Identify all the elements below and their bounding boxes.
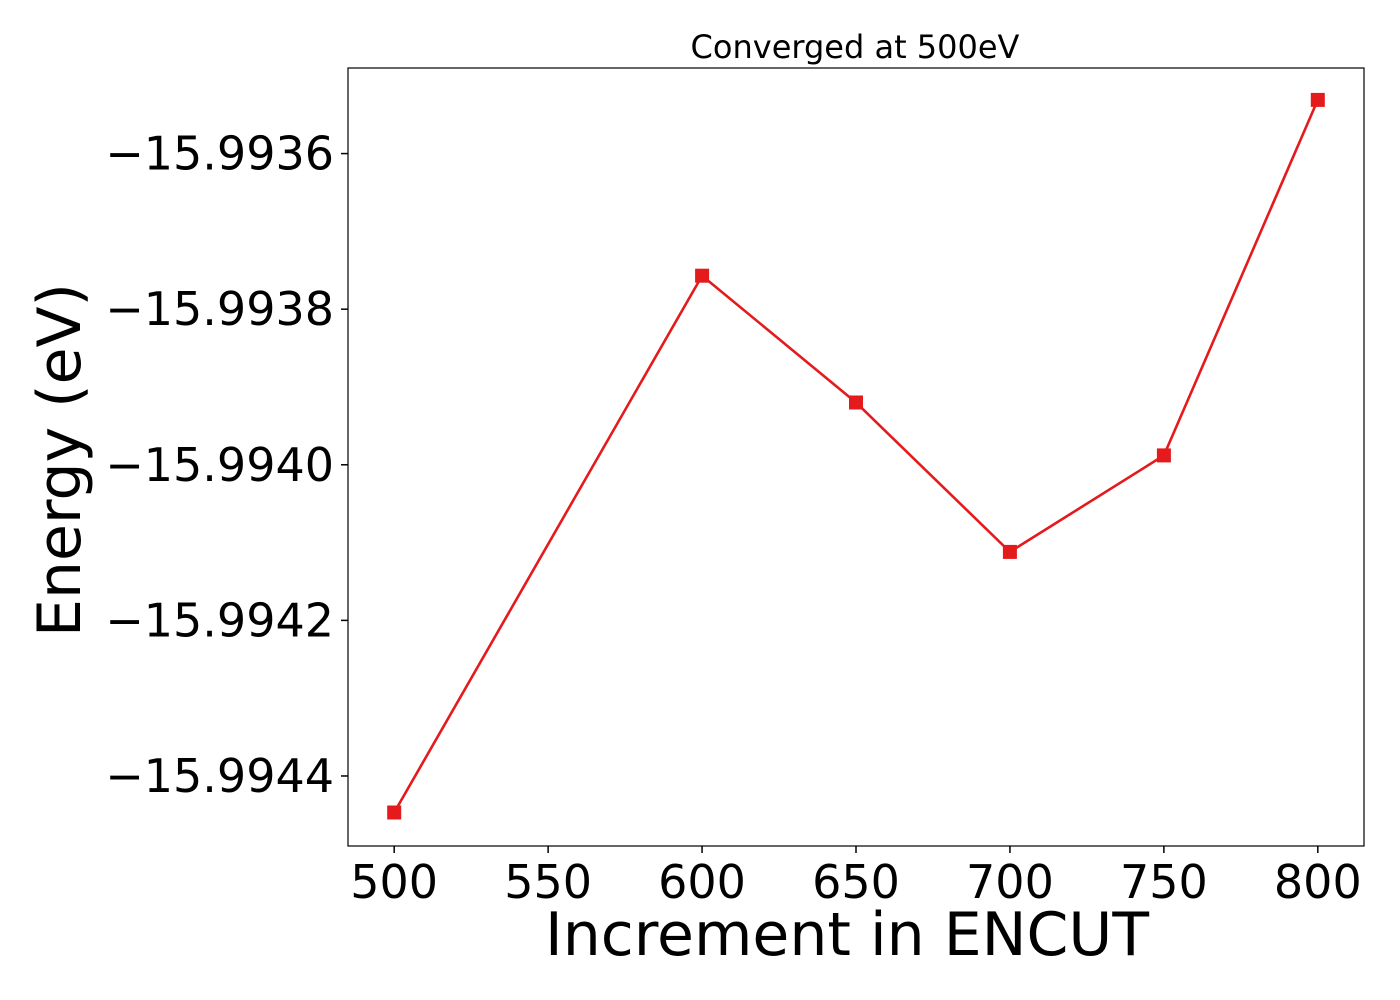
data-point-marker: [1002, 544, 1017, 559]
y-axis-label: Energy (eV): [25, 283, 95, 637]
data-point-marker: [849, 395, 863, 410]
series-line: [393, 99, 1319, 814]
series-layer: [387, 92, 1325, 820]
x-tick-label: 800: [1274, 855, 1362, 909]
y-tick-label: −15.9936: [105, 127, 334, 181]
x-tick-label: 700: [966, 855, 1054, 909]
y-tick-label: −15.9940: [105, 438, 334, 492]
axes-frame: [347, 67, 1365, 847]
y-axis: −15.9944 −15.9942 −15.9940 −15.9938 −15.9936: [105, 127, 348, 803]
x-tick-label: 550: [504, 855, 592, 909]
x-tick-label: 650: [812, 855, 900, 909]
x-tick-label: 750: [1120, 855, 1208, 909]
plot-area: 500 550 600 650 700 750 800 −15.9944−15.9942−1…: [105, 67, 1365, 909]
y-tick-label: −15.9944: [105, 749, 334, 803]
data-point-marker: [695, 268, 710, 283]
y-tick-label: −15.9938: [105, 282, 334, 336]
data-point-marker: [387, 805, 402, 820]
x-tick-label: 500: [350, 855, 438, 909]
data-point-marker: [1156, 448, 1171, 463]
x-axis: 500 550 600 650 700 750 800: [350, 846, 1362, 909]
y-tick-label: −15.9942: [105, 593, 334, 647]
x-axis-label: Increment in ENCUT: [545, 900, 1149, 970]
x-tick-label: 600: [658, 855, 746, 909]
chart-title: Converged at 500eV: [691, 28, 1020, 66]
data-point-marker: [1310, 92, 1325, 107]
